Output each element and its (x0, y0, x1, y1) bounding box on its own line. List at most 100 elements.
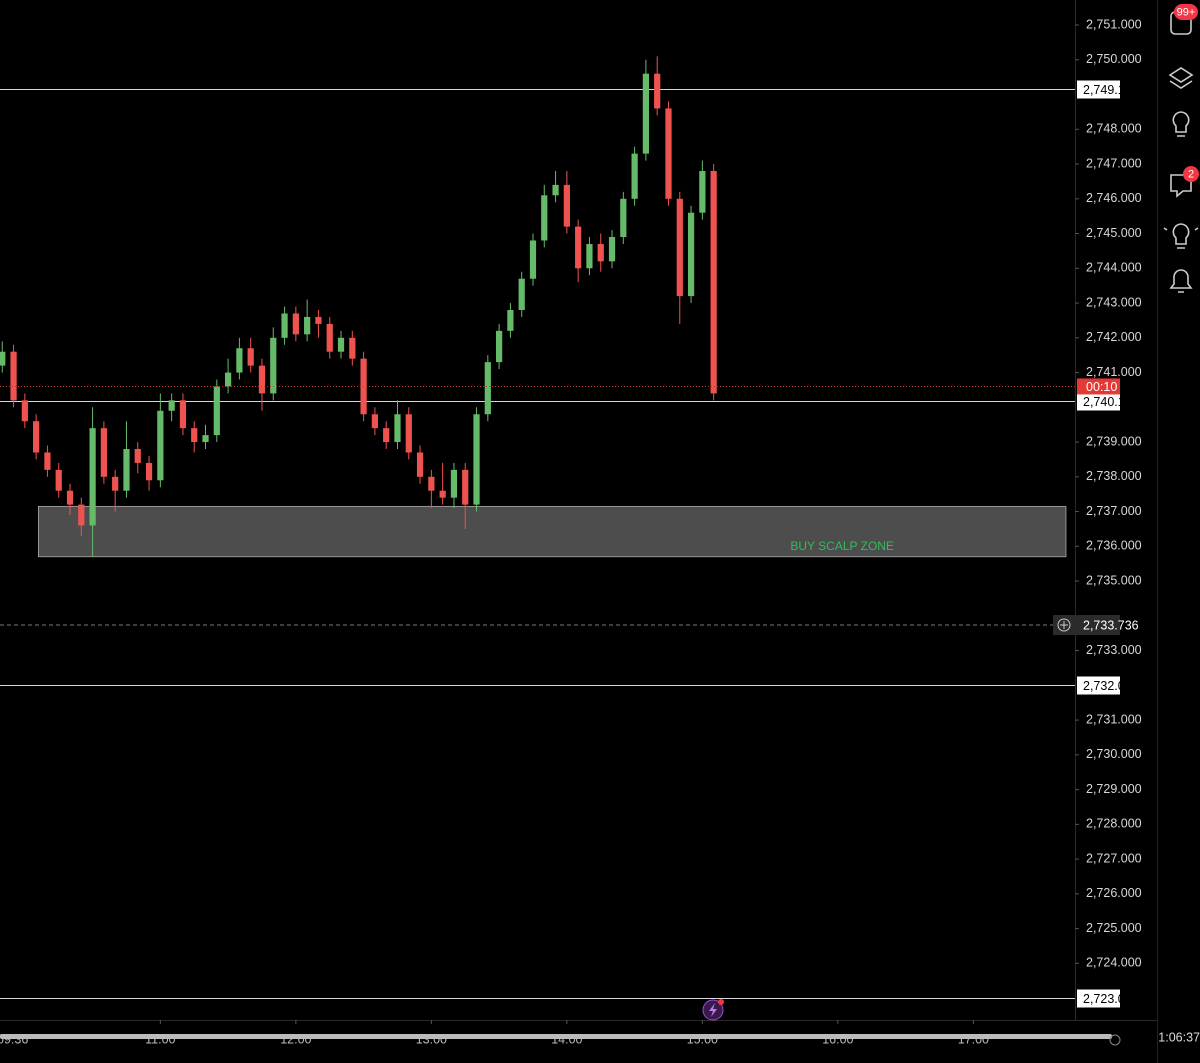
candle-body (371, 414, 379, 429)
candle-body (157, 410, 164, 481)
candle-body (258, 365, 266, 394)
level-tag (1077, 392, 1120, 411)
x-tick-label: 16:00 (822, 1032, 853, 1046)
crosshair-label: 2,733.736 (1083, 618, 1139, 632)
candle-body (484, 362, 491, 415)
candle-body (281, 313, 288, 338)
current-price-tag (1077, 378, 1120, 395)
icon-notifications[interactable] (1169, 269, 1193, 293)
y-tick-label: 2,751.000 (1086, 17, 1142, 31)
y-tick-label: 2,735.000 (1086, 573, 1142, 587)
candle-body (552, 184, 559, 196)
candle-body (620, 198, 627, 238)
y-tick-label: 2,739.000 (1086, 434, 1142, 448)
level-label: 2,723.000 (1083, 992, 1139, 1006)
candle-body (450, 469, 458, 498)
candle-body (66, 490, 74, 505)
level-label: 2,740.195 (1083, 395, 1139, 409)
x-tick-label: 11:00 (145, 1032, 175, 1046)
candle-body (44, 452, 51, 470)
clock: 1:06:37 (1158, 1030, 1200, 1044)
candle-body (462, 469, 469, 505)
y-tick-label: 2,750.000 (1086, 52, 1142, 66)
candle-body (710, 170, 717, 394)
candle-body (326, 323, 333, 352)
badge: 2 (1188, 168, 1194, 180)
candle-body (337, 337, 345, 352)
level-tag (1077, 80, 1120, 99)
dot (718, 999, 724, 1005)
badge-bg (1183, 166, 1199, 182)
y-tick-label: 2,728.000 (1086, 817, 1142, 831)
candle-body (0, 351, 6, 366)
candle-body (473, 414, 480, 505)
candle-body (665, 108, 672, 199)
candle-body (21, 400, 28, 422)
x-tick-label: 15:00 (687, 1032, 718, 1046)
candle-body (202, 435, 209, 443)
icon-layers[interactable] (1168, 67, 1194, 89)
x-tick-label: 14:00 (551, 1032, 582, 1046)
candle-body (123, 449, 130, 491)
badge-bg (1174, 4, 1198, 20)
candle-body (529, 240, 537, 279)
scrollbar[interactable] (0, 1034, 1112, 1039)
candle-body (507, 309, 514, 331)
candle-body (642, 73, 650, 154)
candle-body (270, 337, 277, 394)
current-price-label: 00:10 (1086, 380, 1117, 394)
candle-body (89, 428, 96, 526)
y-tick-label: 2,741.000 (1086, 365, 1142, 379)
y-tick-label: 2,747.000 (1086, 156, 1142, 170)
level-tag (1077, 676, 1120, 695)
scroll-handle[interactable] (1109, 1034, 1121, 1046)
buy-zone (37, 505, 1067, 558)
candle-body (394, 414, 401, 443)
y-tick-label: 2,748.000 (1086, 122, 1142, 136)
x-tick-label: 12:00 (280, 1032, 311, 1046)
candle-body (687, 212, 695, 297)
crosshair-tag (1053, 614, 1120, 635)
candle-body (247, 348, 254, 366)
toolbar (1163, 11, 1199, 293)
candle-body (416, 452, 424, 477)
lightning-icon (709, 1003, 717, 1017)
candle-body (597, 243, 604, 262)
candle-body (631, 153, 638, 199)
candle-body (112, 476, 119, 491)
candle-body (405, 414, 412, 453)
y-tick-label: 2,738.000 (1086, 469, 1142, 483)
candle-body (213, 386, 220, 436)
y-tick-label: 2,729.000 (1086, 782, 1142, 796)
candle-body (191, 428, 198, 443)
icon-streams[interactable] (1163, 223, 1199, 249)
y-tick-label: 2,745.000 (1086, 226, 1142, 240)
candle-body (315, 316, 322, 324)
y-tick-label: 2,730.000 (1086, 747, 1142, 761)
candle-body (145, 462, 153, 481)
zone-label: BUY SCALP ZONE (790, 539, 894, 553)
candle-body (699, 170, 706, 213)
y-tick-label: 2,726.000 (1086, 886, 1142, 900)
y-tick-label: 2,737.000 (1086, 504, 1142, 518)
y-tick-label: 2,731.000 (1086, 712, 1142, 726)
candle-body (179, 400, 187, 429)
candle-body (236, 348, 243, 373)
candle-body (304, 316, 311, 335)
y-tick-label: 2,725.000 (1086, 921, 1142, 935)
y-tick-label: 2,744.000 (1086, 261, 1142, 275)
candle-body (654, 73, 661, 109)
badge: 99+ (1177, 6, 1196, 18)
crosshair-plus-sign (1060, 620, 1068, 629)
x-tick-label: 13:00 (416, 1032, 447, 1046)
crosshair-time: 09:36 (0, 1032, 28, 1046)
level-label: 2,732.000 (1083, 679, 1139, 693)
candle-body (608, 237, 616, 262)
icon-ideas[interactable] (1172, 111, 1190, 137)
candle-body (518, 278, 525, 310)
y-tick-label: 2,746.000 (1086, 191, 1142, 205)
candle-body (55, 469, 62, 491)
y-tick-label: 2,743.000 (1086, 295, 1142, 309)
